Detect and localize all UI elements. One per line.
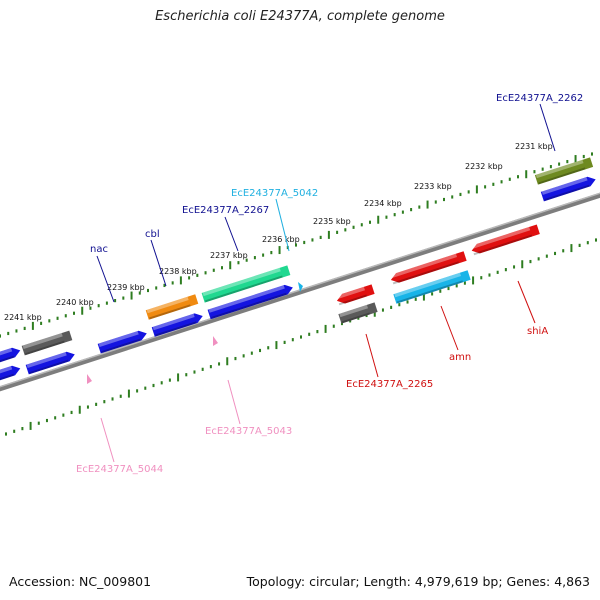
gene-gray-lower[interactable] [338, 302, 378, 324]
scale-label: 2239 kbp [107, 283, 145, 292]
scale-ticks-outer [0, 152, 593, 338]
marker-ece24377a-5042[interactable] [298, 282, 303, 292]
gene-blue-row-g[interactable] [0, 364, 22, 383]
gene-features [0, 157, 597, 384]
leader-line-ece24377a-5043 [227, 379, 241, 425]
topology-summary: Topology: circular; Length: 4,979,619 bp… [246, 574, 590, 589]
gene-ece24377a-2265[interactable] [389, 251, 467, 285]
gene-blue-row-f[interactable] [540, 175, 597, 202]
leader-line-ece24377a-5042 [275, 198, 290, 252]
gene-label-cbl[interactable]: cbl [145, 229, 160, 240]
label-pointers [96, 103, 556, 463]
gene-ece24377a-2267[interactable] [201, 265, 291, 303]
gene-label-amn[interactable]: amn [449, 352, 471, 363]
scale-label: 2232 kbp [465, 162, 503, 171]
scale-ticks-inner [5, 238, 597, 436]
gene-gray-upper-left[interactable] [21, 330, 73, 356]
leader-line-amn [440, 305, 459, 351]
gene-label-ece24377a-5042[interactable]: EcE24377A_5042 [231, 188, 318, 199]
scale-label: 2231 kbp [515, 142, 553, 151]
scale-label: 2234 kbp [364, 199, 402, 208]
accession-text: Accession: NC_009801 [9, 574, 152, 589]
gene-ece24377a-2262[interactable] [534, 157, 594, 185]
map-title: Escherichia coli E24377A, complete genom… [155, 9, 445, 24]
gene-blue-row-e[interactable] [207, 283, 295, 320]
gene-label-ece24377a-2265[interactable]: EcE24377A_2265 [346, 379, 433, 390]
leader-line-ece24377a-2262 [539, 103, 556, 152]
gene-nac[interactable] [97, 329, 149, 354]
scale-labels: 2241 kbp 2240 kbp 2239 kbp 2238 kbp 2237 kbp… [4, 142, 553, 322]
gene-label-ece24377a-5043[interactable]: EcE24377A_5043 [205, 426, 292, 437]
leader-line-shia [517, 280, 536, 324]
gene-label-nac[interactable]: nac [90, 244, 108, 255]
scale-label: 2241 kbp [4, 313, 42, 322]
gene-shia[interactable] [470, 224, 540, 256]
scale-label: 2238 kbp [159, 267, 197, 276]
leader-line-ece24377a-2265 [365, 333, 379, 378]
gene-label-shia[interactable]: shiA [527, 326, 548, 337]
scale-label: 2237 kbp [210, 251, 248, 260]
scale-label: 2240 kbp [56, 298, 94, 307]
marker-ece24377a-5043[interactable] [213, 336, 218, 346]
leader-line-cbl [150, 239, 167, 287]
marker-ece24377a-5044[interactable] [87, 374, 92, 384]
leader-line-ece24377a-2267 [224, 216, 239, 252]
leader-line-ece24377a-5044 [100, 417, 115, 463]
scale-label: 2236 kbp [262, 235, 300, 244]
gene-blue-row-a[interactable] [0, 346, 22, 365]
gene-amn[interactable] [393, 270, 471, 304]
gene-cbl[interactable] [145, 294, 199, 320]
gene-red-small[interactable] [335, 284, 375, 306]
leader-line-nac [96, 255, 115, 303]
gene-label-ece24377a-2267[interactable]: EcE24377A_2267 [182, 205, 269, 216]
gene-blue-row-d[interactable] [151, 311, 205, 337]
gene-blue-row-b[interactable] [25, 350, 77, 375]
scale-label: 2235 kbp [313, 217, 351, 226]
gene-label-ece24377a-2262[interactable]: EcE24377A_2262 [496, 93, 583, 104]
scale-label: 2233 kbp [414, 182, 452, 191]
gene-label-ece24377a-5044[interactable]: EcE24377A_5044 [76, 464, 163, 475]
